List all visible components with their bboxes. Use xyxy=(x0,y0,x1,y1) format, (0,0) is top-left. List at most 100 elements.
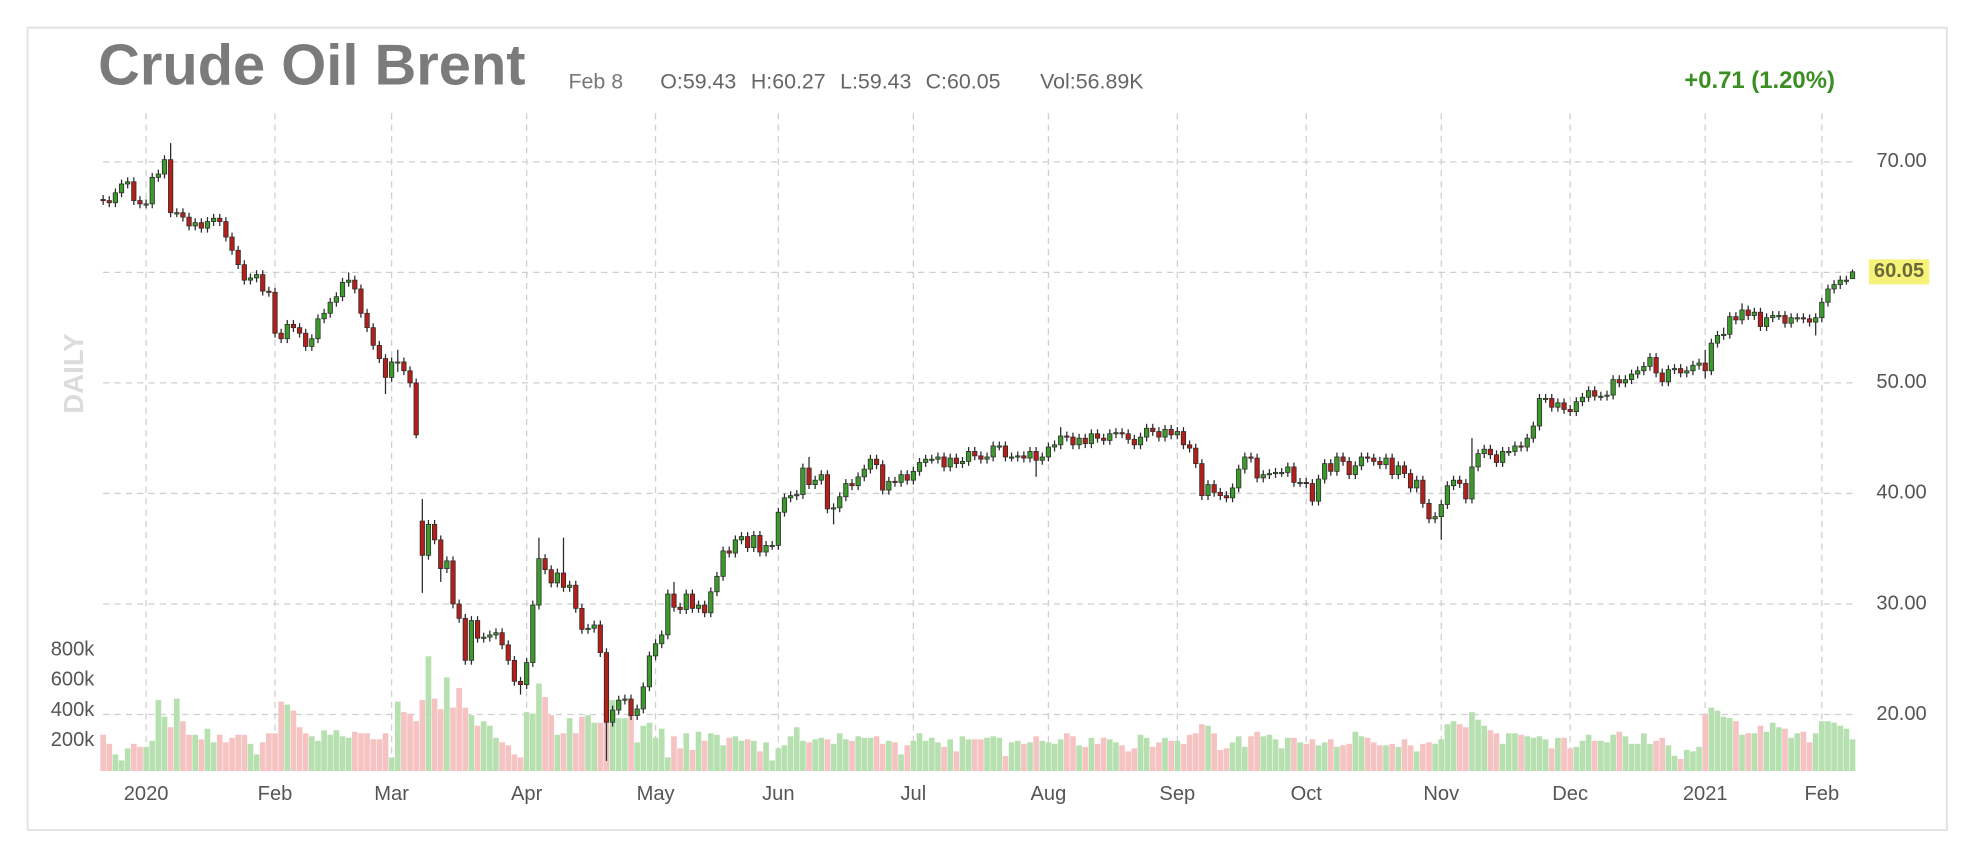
volume-bar xyxy=(1819,721,1825,771)
volume-bar xyxy=(1156,742,1162,771)
volume-bar xyxy=(941,746,947,771)
candle-body-down xyxy=(364,312,370,329)
volume-bar xyxy=(585,715,591,771)
candle-body-up xyxy=(959,461,966,464)
candle-body-up xyxy=(425,524,432,556)
candle-body-up xyxy=(1843,279,1849,282)
volume-bar xyxy=(401,712,407,771)
candle-body-down xyxy=(953,457,959,464)
candle-body-down xyxy=(100,199,106,202)
volume-bar xyxy=(1413,751,1420,771)
volume-bar xyxy=(468,715,475,771)
volume-bar xyxy=(928,737,935,771)
volume-bar xyxy=(658,728,665,771)
candle-body-up xyxy=(763,545,769,553)
volume-bar xyxy=(345,737,352,771)
volume-bar xyxy=(1291,737,1297,771)
volume-bar xyxy=(1235,736,1242,771)
candle-body-up xyxy=(1727,316,1733,335)
x-tick-label: Dec xyxy=(1552,783,1588,805)
volume-bar xyxy=(1444,724,1451,771)
candle-body-up xyxy=(327,301,333,314)
candle-body-up xyxy=(585,627,591,630)
candle-body-up xyxy=(818,474,824,481)
candle-body-up xyxy=(1144,427,1150,438)
volume-bar xyxy=(1450,721,1457,771)
volume-bar xyxy=(284,704,291,771)
candle-body-up xyxy=(990,445,996,458)
volume-bar xyxy=(1002,755,1009,771)
volume-bar xyxy=(1634,743,1641,771)
candle-body-down xyxy=(131,181,137,201)
candle-body-up xyxy=(1475,453,1481,468)
volume-bar xyxy=(1683,749,1690,771)
candle-body-up xyxy=(346,279,352,283)
candle-body-up xyxy=(1813,317,1819,323)
volume-bar xyxy=(523,712,530,771)
volume-bar xyxy=(247,743,254,771)
candle-body-up xyxy=(720,550,726,577)
volume-bar xyxy=(1082,746,1089,771)
volume-bar xyxy=(812,739,818,771)
volume-bar xyxy=(1726,718,1733,771)
volume-bar xyxy=(1223,748,1230,771)
candle-body-down xyxy=(1328,463,1334,472)
candle-body-down xyxy=(1377,461,1383,466)
volume-bar xyxy=(726,737,733,771)
volume-bar xyxy=(566,718,573,771)
volume-bar xyxy=(1733,721,1739,771)
candle-body-down xyxy=(382,358,389,378)
volume-bar xyxy=(1610,734,1616,771)
candle-body-down xyxy=(1064,435,1070,438)
candle-body-up xyxy=(284,323,290,340)
candle-body-down xyxy=(1346,461,1352,476)
candle-body-up xyxy=(1684,370,1690,374)
candle-body-up xyxy=(646,655,653,688)
volume-bar xyxy=(1051,743,1058,771)
volume-bar xyxy=(750,740,757,771)
candle-body-down xyxy=(1806,318,1813,323)
volume-bar xyxy=(505,745,512,771)
volume-bar xyxy=(419,700,426,771)
volume-bar xyxy=(910,740,917,771)
volume-bar xyxy=(1536,736,1543,771)
candle-body-up xyxy=(708,591,714,614)
candle-body-down xyxy=(560,572,567,588)
candle-body-up xyxy=(1751,311,1757,316)
volume-bar xyxy=(628,715,634,771)
candle-body-up xyxy=(665,593,671,636)
candle-body-up xyxy=(1585,390,1592,398)
volume-bar xyxy=(266,733,272,771)
candle-body-down xyxy=(597,624,603,653)
volume-bar xyxy=(137,746,143,771)
header-date: Feb 8 xyxy=(568,70,623,94)
candle-body-up xyxy=(947,457,953,468)
candle-body-down xyxy=(573,584,579,609)
volume-bar xyxy=(646,722,653,771)
candle-body-down xyxy=(1745,309,1751,316)
volume-bar xyxy=(1352,731,1359,771)
candle-body-up xyxy=(1322,463,1328,480)
candle-body-down xyxy=(303,332,309,347)
volume-bar xyxy=(1315,745,1322,771)
volume-bar xyxy=(922,740,929,771)
volume-bar xyxy=(836,733,843,771)
candle-body-down xyxy=(223,221,229,238)
volume-bar xyxy=(775,748,782,771)
volume-bar xyxy=(1438,739,1445,771)
volume-bar xyxy=(597,722,604,771)
candle-body-down xyxy=(1567,409,1573,413)
candle-body-down xyxy=(229,236,235,251)
volume-bar xyxy=(321,730,327,771)
candle-body-down xyxy=(272,291,278,334)
candle-body-up xyxy=(1469,466,1475,500)
volume-tick-label: 200k xyxy=(51,729,96,751)
candle-body-up xyxy=(910,470,916,481)
candle-body-up xyxy=(1819,301,1825,319)
candle-body-down xyxy=(180,212,186,218)
volume-bar xyxy=(701,740,708,771)
volume-bar xyxy=(720,745,726,771)
volume-bar xyxy=(1149,746,1156,771)
candle-body-up xyxy=(616,699,622,711)
header-close: C:60.05 xyxy=(926,70,1001,94)
